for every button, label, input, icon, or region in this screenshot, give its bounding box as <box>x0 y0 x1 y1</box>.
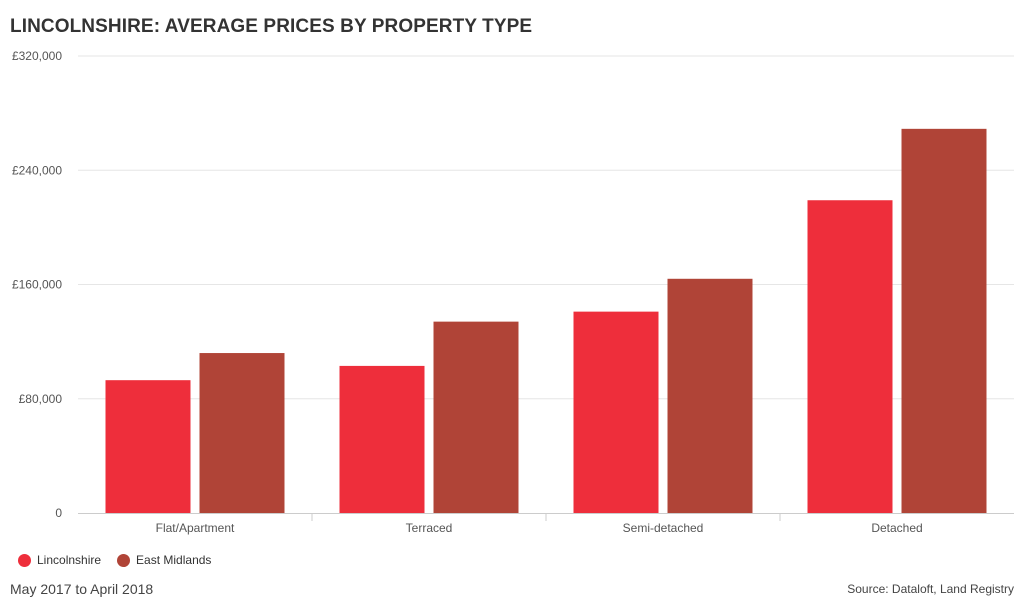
y-tick-label: £80,000 <box>19 392 63 406</box>
legend-label-lincolnshire: Lincolnshire <box>37 553 102 567</box>
date-range: May 2017 to April 2018 <box>10 581 154 597</box>
x-tick-label: Semi-detached <box>623 521 704 535</box>
chart-title: LINCOLNSHIRE: AVERAGE PRICES BY PROPERTY… <box>10 16 533 37</box>
axes: 0 £80,000 £160,000 £240,000 £320,000 Flat/Apa… <box>12 49 1014 535</box>
legend-label-east-midlands: East Midlands <box>136 553 212 567</box>
legend-item-east-midlands[interactable]: East Midlands <box>117 553 211 567</box>
bar-east-midlands-terraced[interactable] <box>433 321 519 513</box>
bar-lincolnshire-semi-detached[interactable] <box>573 311 659 513</box>
legend-marker-lincolnshire <box>18 553 31 567</box>
legend: Lincolnshire East Midlands <box>18 553 227 567</box>
bar-lincolnshire-flat-apartment[interactable] <box>105 380 191 513</box>
bar-lincolnshire-detached[interactable] <box>807 200 893 513</box>
bar-east-midlands-flat-apartment[interactable] <box>199 353 285 513</box>
bar-lincolnshire-terraced[interactable] <box>339 365 425 513</box>
bars <box>105 128 987 513</box>
bar-east-midlands-semi-detached[interactable] <box>667 278 753 513</box>
x-tick-label: Terraced <box>406 521 453 535</box>
bar-east-midlands-detached[interactable] <box>901 128 987 513</box>
source-credit: Source: Dataloft, Land Registry <box>847 582 1014 596</box>
x-tick-label: Detached <box>871 521 922 535</box>
y-tick-label: 0 <box>55 506 62 520</box>
y-tick-label: £160,000 <box>12 278 62 292</box>
legend-item-lincolnshire[interactable]: Lincolnshire <box>18 553 101 567</box>
x-tick-label: Flat/Apartment <box>156 521 235 535</box>
y-tick-label: £320,000 <box>12 49 62 63</box>
y-tick-label: £240,000 <box>12 163 62 177</box>
legend-marker-east-midlands <box>117 553 131 567</box>
